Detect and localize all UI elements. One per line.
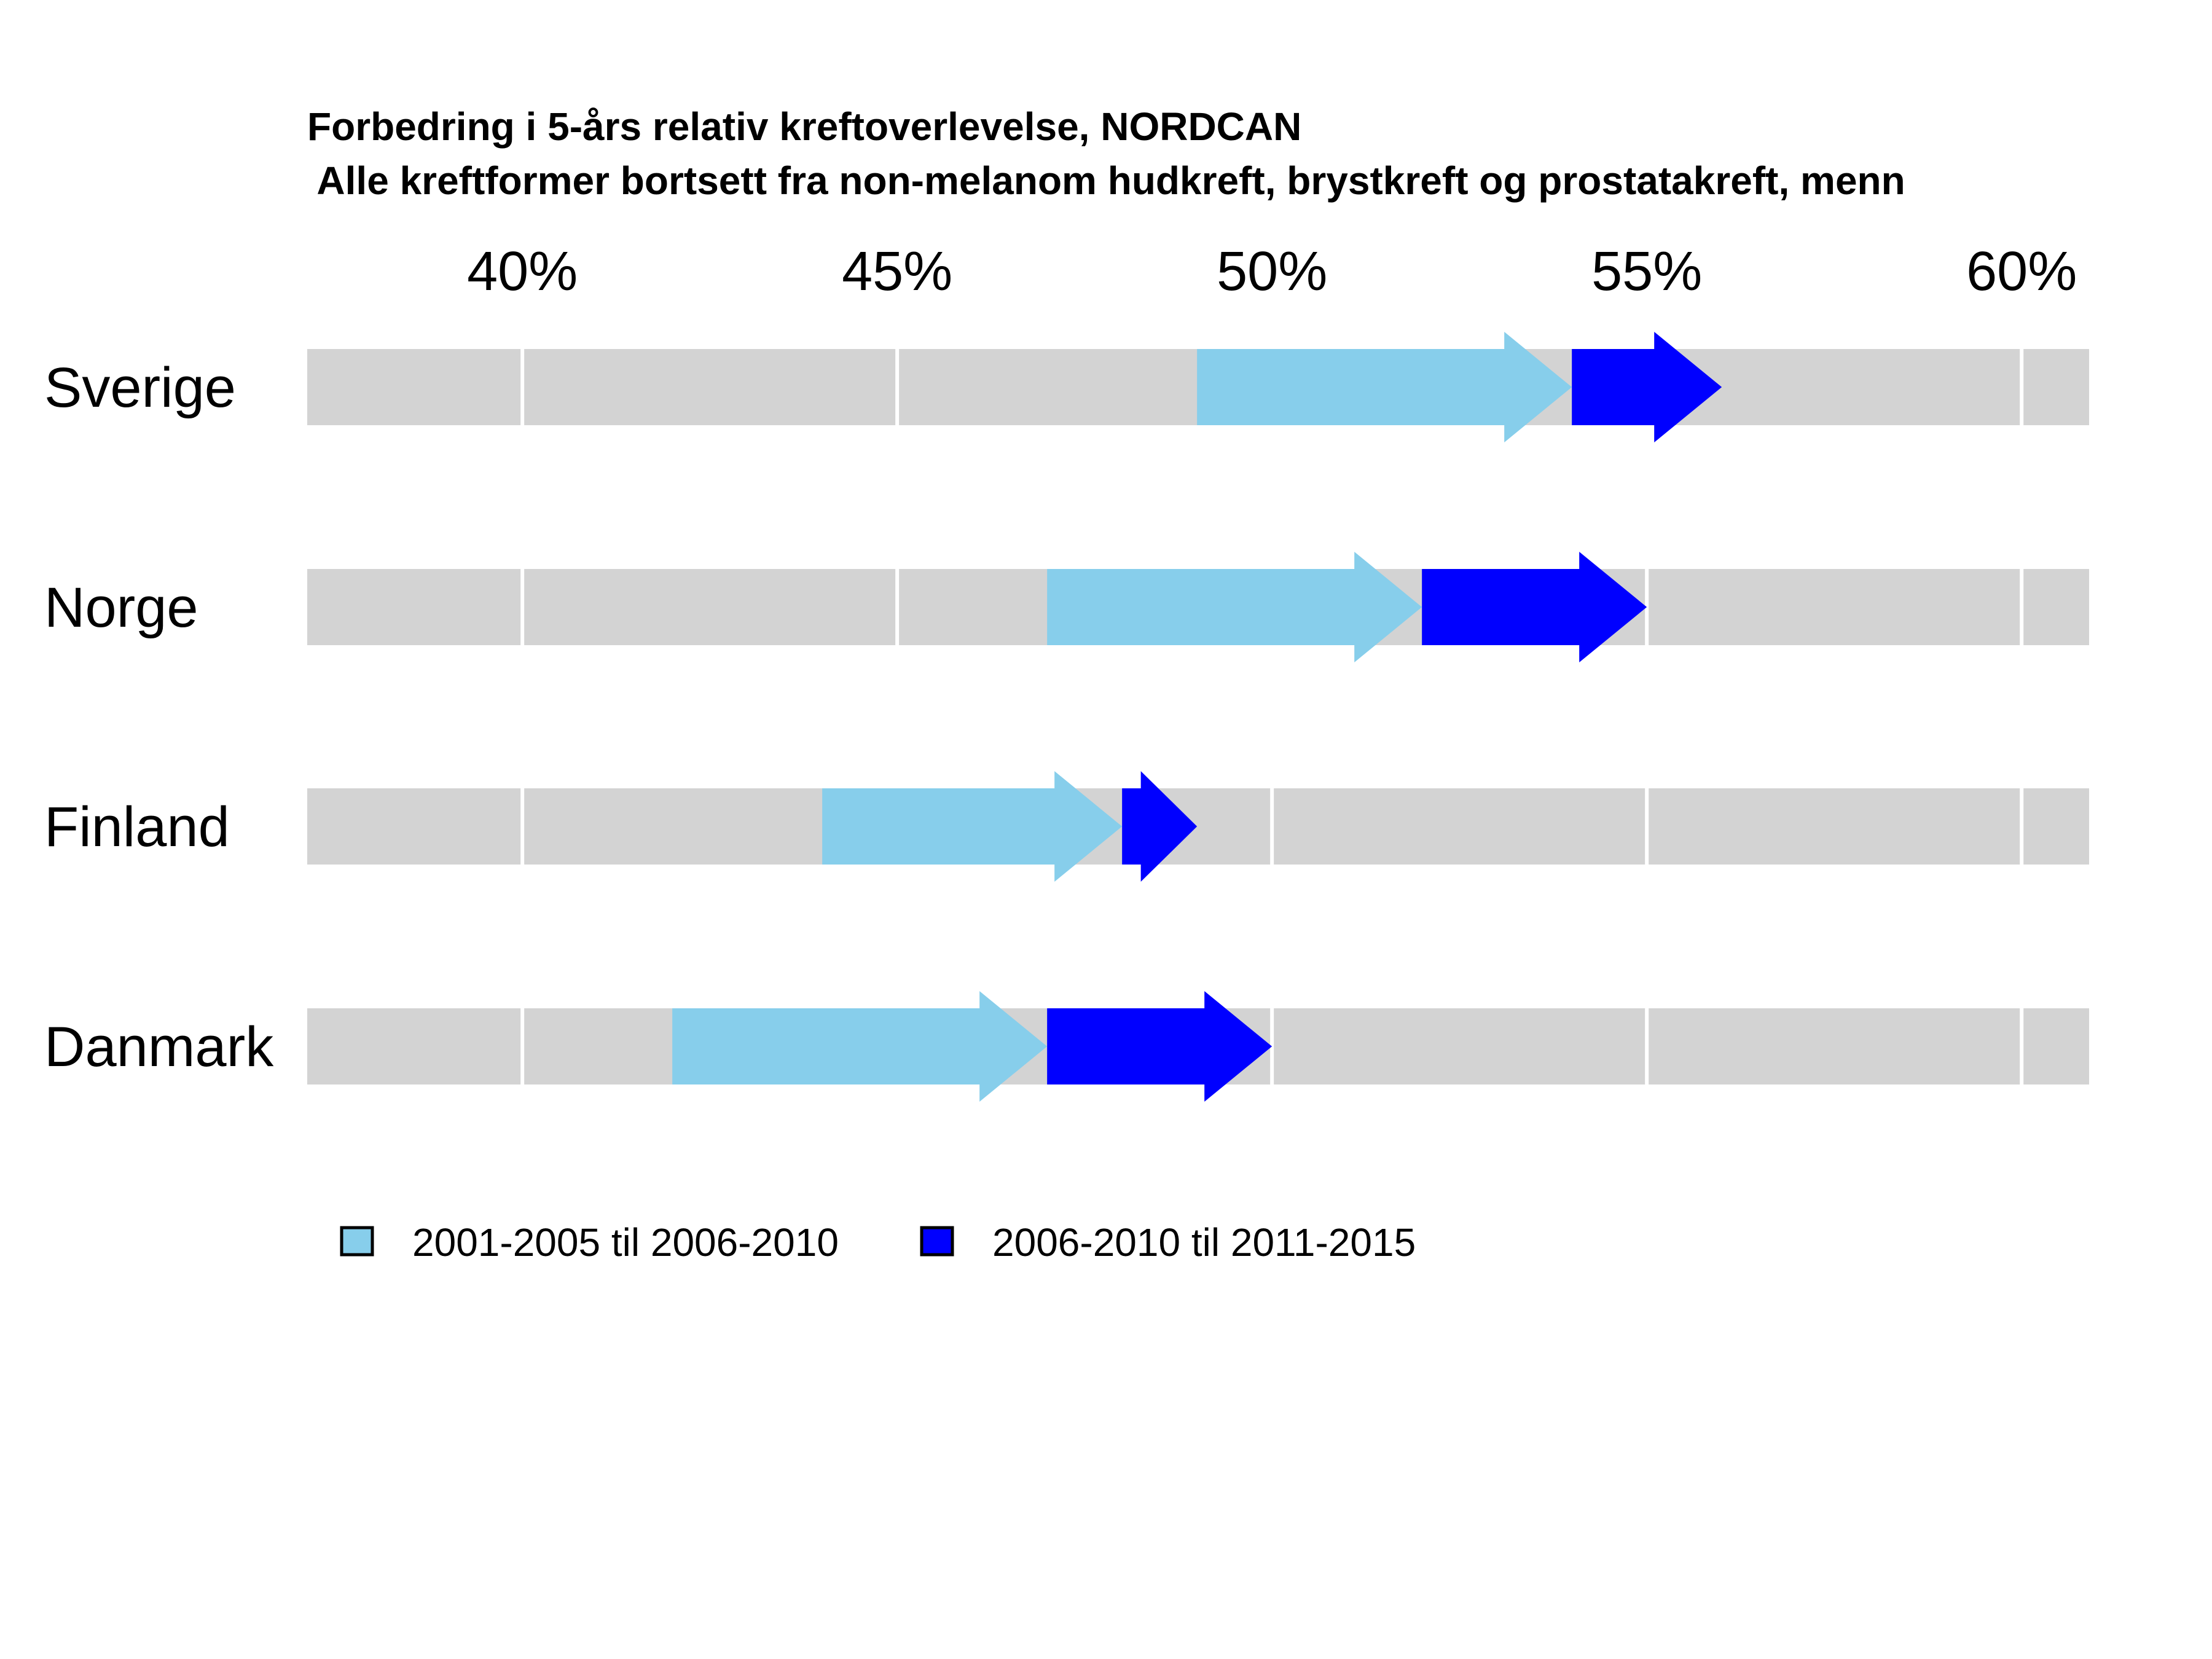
arrow-norge-series-1 — [1047, 552, 1422, 662]
arrow-sverige-series-1 — [1197, 332, 1572, 442]
x-tick-label: 40% — [467, 241, 578, 302]
arrow-danmark-series-1 — [672, 991, 1048, 1102]
legend-swatch-1 — [340, 1226, 374, 1257]
x-tick-label: 45% — [842, 241, 952, 302]
category-label: Norge — [44, 576, 198, 639]
x-tick-label: 60% — [1966, 241, 2077, 302]
category-label: Sverige — [44, 356, 236, 419]
x-tick-label: 50% — [1217, 241, 1327, 302]
x-tick-labels: 40% 45% 50% 55% 60% — [467, 241, 2077, 302]
category-label: Danmark — [44, 1016, 274, 1078]
row-bands — [307, 349, 2089, 1084]
chart-title: Forbedring i 5-års relativ kreftoverleve… — [307, 104, 1301, 149]
category-labels: Sverige Norge Finland Danmark — [44, 356, 274, 1078]
legend: 2001-2005 til 2006-2010 2006-2010 til 201… — [340, 1220, 1416, 1265]
gridlines — [520, 349, 2024, 1084]
arrow-finland-series-2 — [1122, 771, 1198, 882]
x-tick-label: 55% — [1591, 241, 1702, 302]
arrow-sverige-series-2 — [1572, 332, 1722, 442]
arrow-danmark-series-2 — [1047, 991, 1273, 1102]
legend-label-2: 2006-2010 til 2011-2015 — [992, 1220, 1416, 1265]
chart-subtitle: Alle kreftformer bortsett fra non-melano… — [307, 159, 1905, 203]
row-band-finland — [307, 788, 2089, 865]
arrow-finland-series-1 — [822, 771, 1123, 882]
arrow-norge-series-2 — [1422, 552, 1647, 662]
legend-label-1: 2001-2005 til 2006-2010 — [412, 1220, 839, 1265]
legend-swatch-2 — [920, 1226, 954, 1257]
arrows — [672, 332, 1722, 1102]
category-label: Finland — [44, 796, 230, 858]
